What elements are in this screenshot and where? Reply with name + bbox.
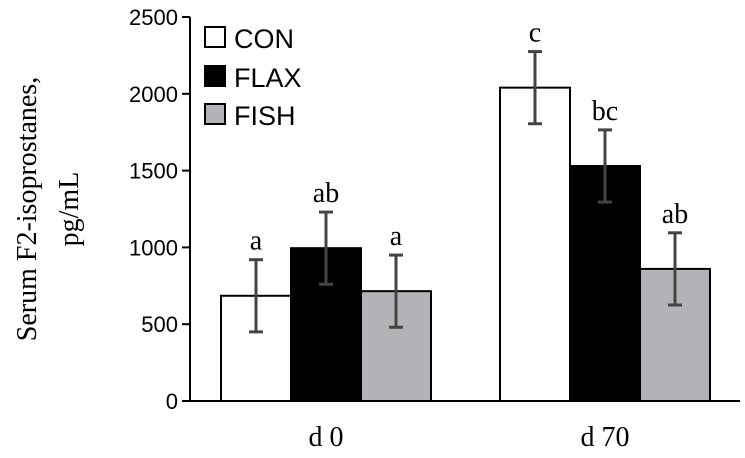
legend-label: CON bbox=[234, 24, 294, 54]
y-axis-label-line: Serum F2-isoprostanes, bbox=[12, 77, 43, 341]
significance-label: ab bbox=[313, 178, 339, 209]
legend-label: FLAX bbox=[234, 63, 302, 93]
legend-label: FISH bbox=[234, 101, 296, 131]
y-tick-label: 1500 bbox=[129, 159, 178, 184]
significance-label: ab bbox=[662, 199, 688, 230]
y-tick-label: 0 bbox=[166, 389, 178, 414]
significance-label: a bbox=[390, 221, 403, 252]
significance-label: c bbox=[529, 18, 541, 49]
significance-label: bc bbox=[592, 96, 618, 127]
y-tick-label: 1000 bbox=[129, 235, 178, 260]
y-tick-label: 500 bbox=[141, 312, 178, 337]
y-axis-label-line: pg/mL bbox=[54, 172, 85, 247]
significance-label: a bbox=[250, 226, 263, 257]
y-tick-label: 2500 bbox=[129, 5, 178, 30]
y-axis-ticks: 0 500 1000 1500 2000 2500 bbox=[129, 5, 190, 414]
legend-swatch bbox=[204, 103, 226, 125]
legend-swatch bbox=[204, 26, 226, 48]
x-axis-tick-labels: d 0 d 70 bbox=[309, 422, 630, 453]
legend-swatch bbox=[204, 65, 226, 87]
significance-labels: a c ab bc a ab bbox=[250, 18, 688, 257]
legend: CON FLAX FISH bbox=[204, 24, 302, 131]
x-tick-label: d 70 bbox=[581, 422, 630, 453]
y-axis-label: Serum F2-isoprostanes, pg/mL bbox=[12, 77, 85, 341]
x-tick-label: d 0 bbox=[309, 422, 344, 453]
y-tick-label: 2000 bbox=[129, 82, 178, 107]
bar bbox=[499, 86, 571, 402]
bars bbox=[220, 86, 711, 402]
error-bars bbox=[249, 50, 682, 334]
